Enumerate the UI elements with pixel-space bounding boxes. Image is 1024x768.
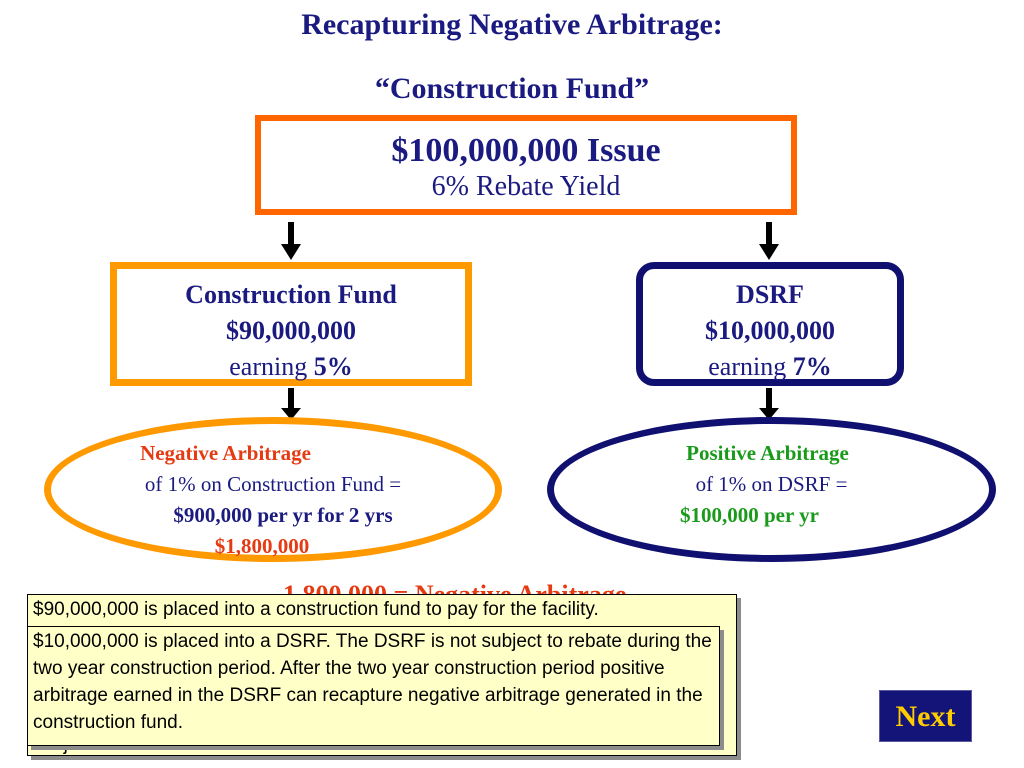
dsrf-name: DSRF xyxy=(736,280,804,309)
slide-title: Recapturing Negative Arbitrage: xyxy=(301,8,723,41)
negative-arbitrage-ellipse: Negative Arbitrage of 1% on Construction… xyxy=(44,417,502,562)
tooltip-text: $10,000,000 is placed into a DSRF. The D… xyxy=(33,631,712,733)
positive-arbitrage-desc: of 1% on DSRF = xyxy=(695,472,848,496)
negative-arbitrage-title: Negative Arbitrage xyxy=(140,441,311,465)
issue-yield: 6% Rebate Yield xyxy=(431,171,621,202)
construction-fund-box: Construction Fund $90,000,000 earning 5% xyxy=(110,262,472,386)
earning-label: earning xyxy=(229,352,314,381)
issue-box: $100,000,000 Issue 6% Rebate Yield xyxy=(255,115,797,215)
dsrf-box: DSRF $10,000,000 earning 7% xyxy=(636,262,904,386)
dsrf-rate: 7% xyxy=(792,352,832,381)
down-arrow-icon xyxy=(281,222,301,260)
earning-label: earning xyxy=(708,352,793,381)
down-arrow-icon xyxy=(759,388,779,420)
construction-fund-amount: $90,000,000 xyxy=(226,316,356,345)
dsrf-earning: earning 7% xyxy=(643,349,897,385)
tooltip-text: $90,000,000 is placed into a constructio… xyxy=(33,599,599,620)
slide-subtitle: “Construction Fund” xyxy=(374,72,650,105)
issue-amount: $100,000,000 Issue xyxy=(391,132,661,169)
dsrf-tooltip: $10,000,000 is placed into a DSRF. The D… xyxy=(27,626,720,746)
dsrf-amount: $10,000,000 xyxy=(705,316,835,345)
positive-arbitrage-per-year: $100,000 per yr xyxy=(679,503,819,527)
construction-fund-earning: earning 5% xyxy=(117,349,465,385)
negative-arbitrage-desc: of 1% on Construction Fund = xyxy=(144,472,402,496)
negative-arbitrage-total: $1,800,000 xyxy=(214,534,310,558)
down-arrow-icon xyxy=(281,388,301,420)
construction-fund-name: Construction Fund xyxy=(185,280,397,309)
construction-fund-rate: 5% xyxy=(313,352,353,381)
down-arrow-icon xyxy=(759,222,779,260)
positive-arbitrage-ellipse: Positive Arbitrage of 1% on DSRF = $100,… xyxy=(547,417,996,562)
next-button[interactable]: Next xyxy=(879,690,972,742)
negative-arbitrage-per-year: $900,000 per yr for 2 yrs xyxy=(173,503,393,527)
positive-arbitrage-title: Positive Arbitrage xyxy=(686,441,849,465)
